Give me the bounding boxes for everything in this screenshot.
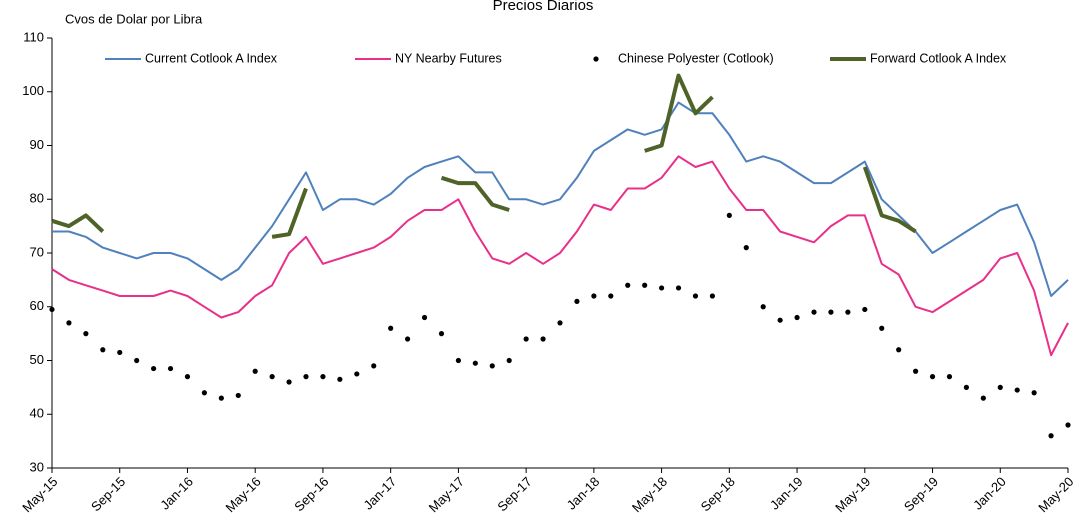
y-tick-label: 90: [30, 137, 44, 152]
data-point: [320, 374, 326, 380]
data-point: [167, 365, 174, 372]
x-tick-label: Sep-17: [494, 474, 534, 514]
data-point: [692, 293, 699, 299]
data-point: [303, 374, 309, 380]
data-point: [421, 314, 428, 321]
x-tick-label: May-20: [1035, 474, 1073, 515]
data-point: [354, 371, 360, 377]
data-point: [642, 282, 648, 288]
data-point: [608, 293, 614, 299]
data-point: [252, 368, 258, 374]
y-tick-label: 110: [23, 29, 44, 44]
y-tick-label: 80: [30, 191, 44, 206]
y-axis-label: Cvos de Dolar por Libra: [65, 11, 203, 26]
data-point: [980, 395, 986, 401]
x-tick-label: Jan-16: [157, 474, 196, 513]
data-point: [218, 395, 224, 401]
data-point: [117, 349, 123, 356]
x-tick-label: Jan-18: [564, 474, 603, 513]
series-line: [52, 101, 1069, 297]
data-point: [557, 320, 563, 326]
x-tick-label: Sep-15: [88, 474, 128, 514]
y-tick-label: 60: [30, 298, 44, 313]
x-tick-label: Sep-19: [901, 474, 941, 514]
x-tick-label: May-19: [832, 474, 873, 515]
data-point: [946, 374, 953, 380]
data-point: [743, 245, 749, 251]
data-point: [371, 363, 377, 369]
data-point: [1048, 433, 1054, 439]
data-point: [794, 314, 800, 321]
data-point: [726, 212, 732, 218]
legend-label: Forward Cotlook A Index: [870, 51, 1007, 65]
data-point: [879, 325, 885, 331]
data-point: [811, 309, 817, 315]
legend-marker: [593, 56, 599, 62]
data-point: [184, 374, 191, 380]
data-point: [963, 384, 970, 390]
data-point: [760, 304, 766, 310]
data-point: [455, 357, 461, 364]
data-point: [235, 392, 241, 399]
legend-label: NY Nearby Futures: [395, 51, 502, 65]
y-tick-label: 70: [30, 244, 44, 259]
x-tick-label: May-18: [629, 474, 670, 515]
data-point: [845, 309, 851, 315]
data-point: [1031, 390, 1037, 396]
data-point: [151, 365, 157, 372]
chart-title: Precios Diarios: [493, 0, 594, 14]
data-point: [438, 331, 445, 337]
data-point: [1065, 422, 1071, 428]
x-tick-label: May-17: [426, 474, 467, 515]
x-tick-label: May-16: [222, 474, 263, 515]
series-line: [51, 73, 917, 239]
y-tick-label: 100: [22, 83, 44, 98]
data-point: [405, 336, 411, 342]
data-point: [388, 325, 394, 331]
data-point: [506, 357, 512, 364]
data-point: [472, 360, 478, 366]
data-point: [83, 331, 89, 337]
legend-label: Current Cotlook A Index: [145, 51, 278, 65]
data-point: [896, 347, 902, 353]
data-point: [828, 309, 834, 315]
series-line: [51, 155, 1069, 357]
data-point: [777, 317, 783, 323]
data-point: [709, 293, 716, 299]
data-point: [201, 390, 207, 396]
x-tick-label: Jan-19: [767, 474, 806, 513]
data-point: [49, 306, 55, 313]
data-point: [100, 347, 106, 353]
legend-label: Chinese Polyester (Cotlook): [618, 51, 774, 65]
x-tick-label: May-15: [19, 474, 60, 515]
data-point: [523, 336, 529, 342]
x-tick-label: Jan-17: [361, 474, 400, 513]
data-point: [286, 379, 292, 385]
y-tick-label: 30: [30, 459, 44, 474]
data-point: [997, 384, 1003, 390]
y-tick-label: 40: [30, 406, 44, 421]
x-tick-label: Sep-18: [698, 474, 738, 514]
data-point: [337, 376, 343, 382]
x-tick-label: Sep-16: [291, 474, 331, 514]
data-point: [269, 374, 275, 380]
data-point: [625, 282, 631, 288]
data-point: [591, 293, 597, 299]
data-point: [134, 357, 140, 364]
data-point: [659, 285, 665, 291]
data-point: [489, 363, 495, 369]
data-point: [913, 368, 919, 374]
data-point: [929, 374, 936, 380]
data-point: [574, 298, 580, 304]
data-point: [862, 306, 868, 313]
data-point: [540, 336, 546, 342]
x-tick-label: Jan-20: [970, 474, 1009, 513]
data-point: [66, 320, 72, 326]
data-point: [675, 285, 682, 291]
data-point: [1014, 387, 1020, 393]
y-tick-label: 50: [30, 352, 44, 367]
